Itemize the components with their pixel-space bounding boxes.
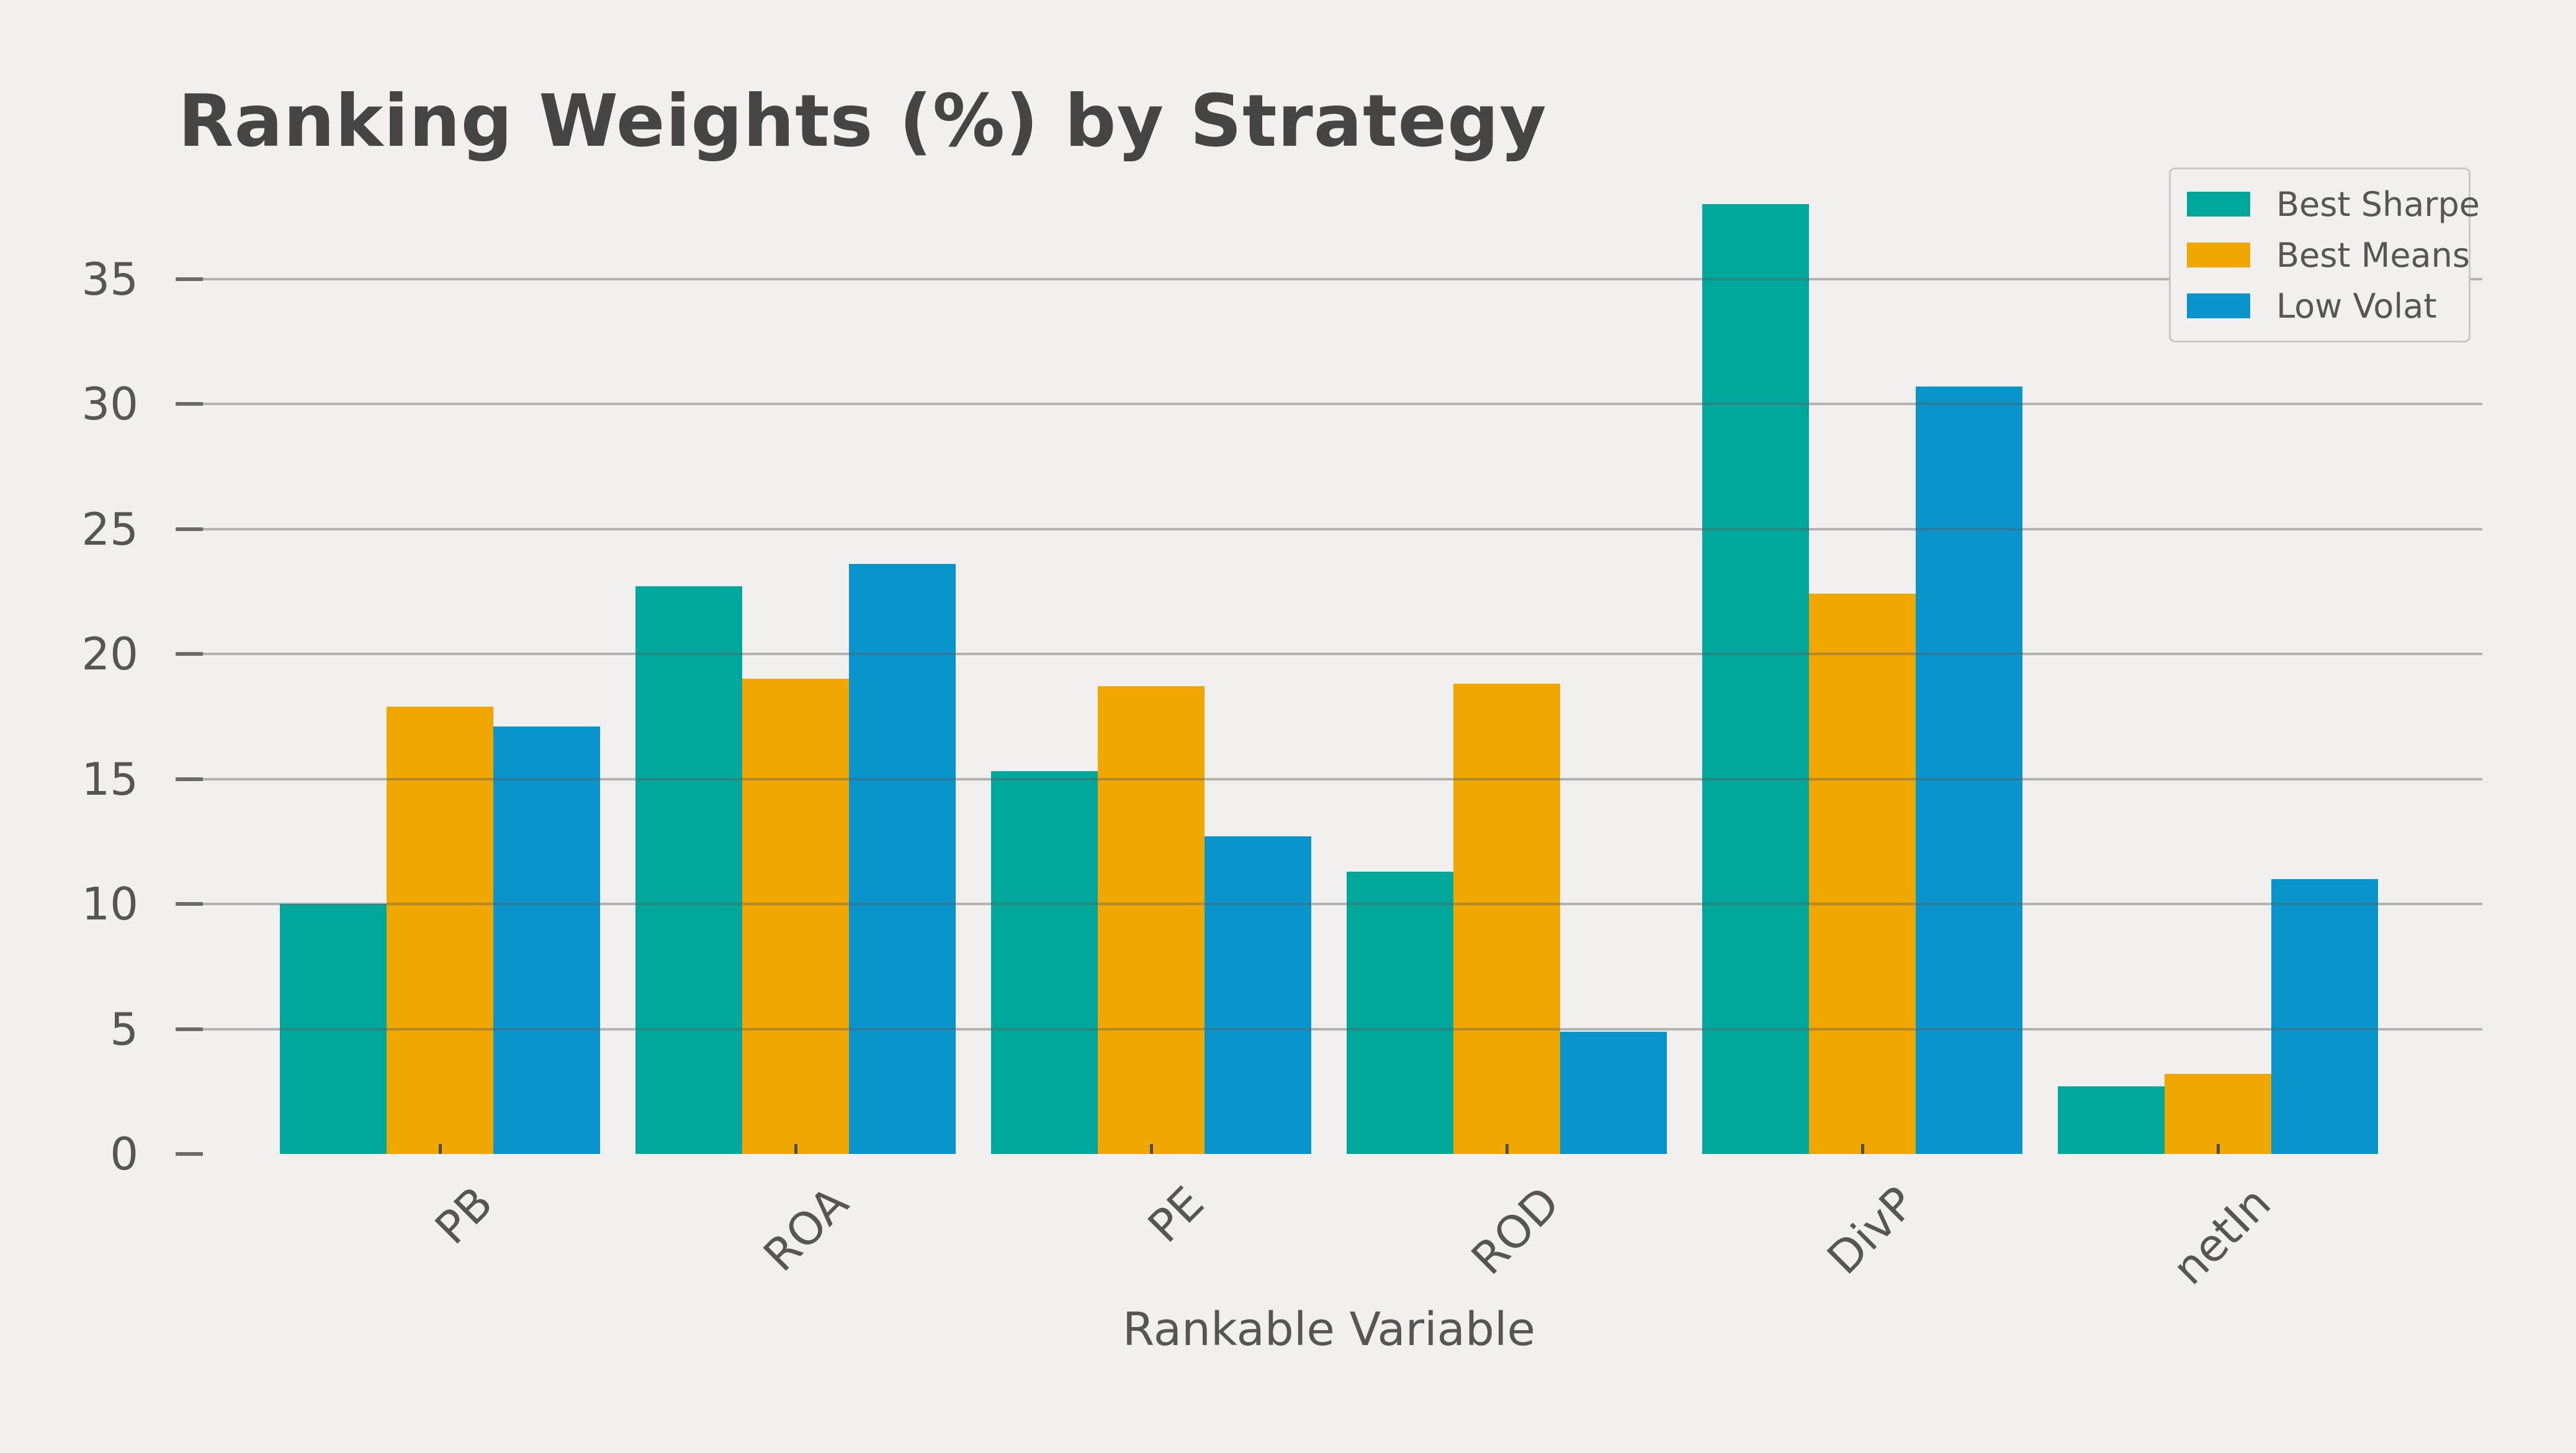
bar-low-volat-pe <box>1205 836 1311 1154</box>
gridline-15 <box>176 777 2482 780</box>
x-tick-label-pe: PE <box>1138 1176 1214 1253</box>
gridline-30 <box>176 403 2482 405</box>
bar-best-means-pe <box>1098 686 1205 1154</box>
bar-best-means-divp <box>1809 594 1916 1154</box>
y-tick-15 <box>176 777 203 781</box>
gridline-5 <box>176 1027 2482 1031</box>
x-tick-rod <box>1506 1144 1509 1154</box>
gridline-35 <box>176 277 2482 280</box>
legend-swatch-best-sharpe <box>2187 192 2250 217</box>
chart-title: Ranking Weights (%) by Strategy <box>178 79 1547 163</box>
x-tick-label-pb: PB <box>424 1176 503 1254</box>
y-tick-30 <box>176 402 203 406</box>
x-axis-title: Rankable Variable <box>1122 1303 1536 1356</box>
bar-best-sharpe-rod <box>1347 872 1453 1154</box>
bar-low-volat-netin <box>2271 879 2378 1154</box>
y-tick-10 <box>176 902 203 906</box>
bar-best-sharpe-netin <box>2058 1086 2165 1154</box>
y-tick-35 <box>176 277 203 281</box>
bar-best-means-pb <box>387 707 493 1154</box>
bar-low-volat-rod <box>1560 1032 1667 1154</box>
bar-best-means-rod <box>1453 684 1560 1154</box>
legend-label-best-means: Best Means <box>2276 235 2471 275</box>
y-tick-label-25: 25 <box>81 503 138 555</box>
bar-best-sharpe-pb <box>280 904 387 1154</box>
y-tick-label-20: 20 <box>81 628 138 680</box>
legend: Best Sharpe Best Means Low Volat <box>2169 168 2480 342</box>
x-tick-label-divp: DivP <box>1817 1176 1925 1285</box>
x-tick-divp <box>1861 1144 1864 1154</box>
bar-best-means-netin <box>2165 1074 2271 1154</box>
y-tick-label-10: 10 <box>81 878 138 930</box>
bar-best-sharpe-divp <box>1702 204 1809 1154</box>
bar-low-volat-pb <box>493 727 600 1154</box>
y-tick-5 <box>176 1027 203 1031</box>
x-tick-label-roa: ROA <box>753 1176 858 1282</box>
plot-area: 0 5 10 15 20 25 30 35 PB ROA PE ROD DivP netIn <box>81 183 2482 1295</box>
bar-best-means-roa <box>742 679 849 1154</box>
y-tick-label-35: 35 <box>81 253 138 305</box>
gridline-25 <box>176 527 2482 530</box>
y-tick-label-15: 15 <box>81 753 138 805</box>
gridline-20 <box>176 653 2482 655</box>
x-tick-pb <box>439 1144 442 1154</box>
y-tick-20 <box>176 652 203 656</box>
y-tick-25 <box>176 527 203 531</box>
legend-label-best-sharpe: Best Sharpe <box>2276 184 2480 224</box>
x-tick-pe <box>1150 1144 1153 1154</box>
legend-label-low-volat: Low Volat <box>2276 286 2437 326</box>
bar-best-sharpe-roa <box>635 586 742 1154</box>
y-tick-label-0: 0 <box>110 1128 138 1180</box>
x-tick-label-netin: netIn <box>2162 1176 2281 1295</box>
gridline-10 <box>176 903 2482 905</box>
legend-row-best-sharpe: Best Sharpe <box>2187 185 2480 224</box>
x-tick-netin <box>2217 1144 2220 1154</box>
y-tick-0 <box>176 1152 203 1156</box>
legend-swatch-low-volat <box>2187 293 2250 318</box>
x-tick-roa <box>794 1144 797 1154</box>
bar-low-volat-divp <box>1916 387 2022 1154</box>
legend-swatch-best-means <box>2187 243 2250 267</box>
bar-low-volat-roa <box>849 564 956 1154</box>
y-tick-label-5: 5 <box>110 1003 138 1055</box>
bar-best-sharpe-pe <box>991 771 1098 1154</box>
legend-row-best-means: Best Means <box>2187 236 2470 275</box>
y-tick-label-30: 30 <box>81 378 138 430</box>
legend-row-low-volat: Low Volat <box>2187 286 2450 326</box>
x-tick-label-rod: ROD <box>1461 1176 1569 1285</box>
